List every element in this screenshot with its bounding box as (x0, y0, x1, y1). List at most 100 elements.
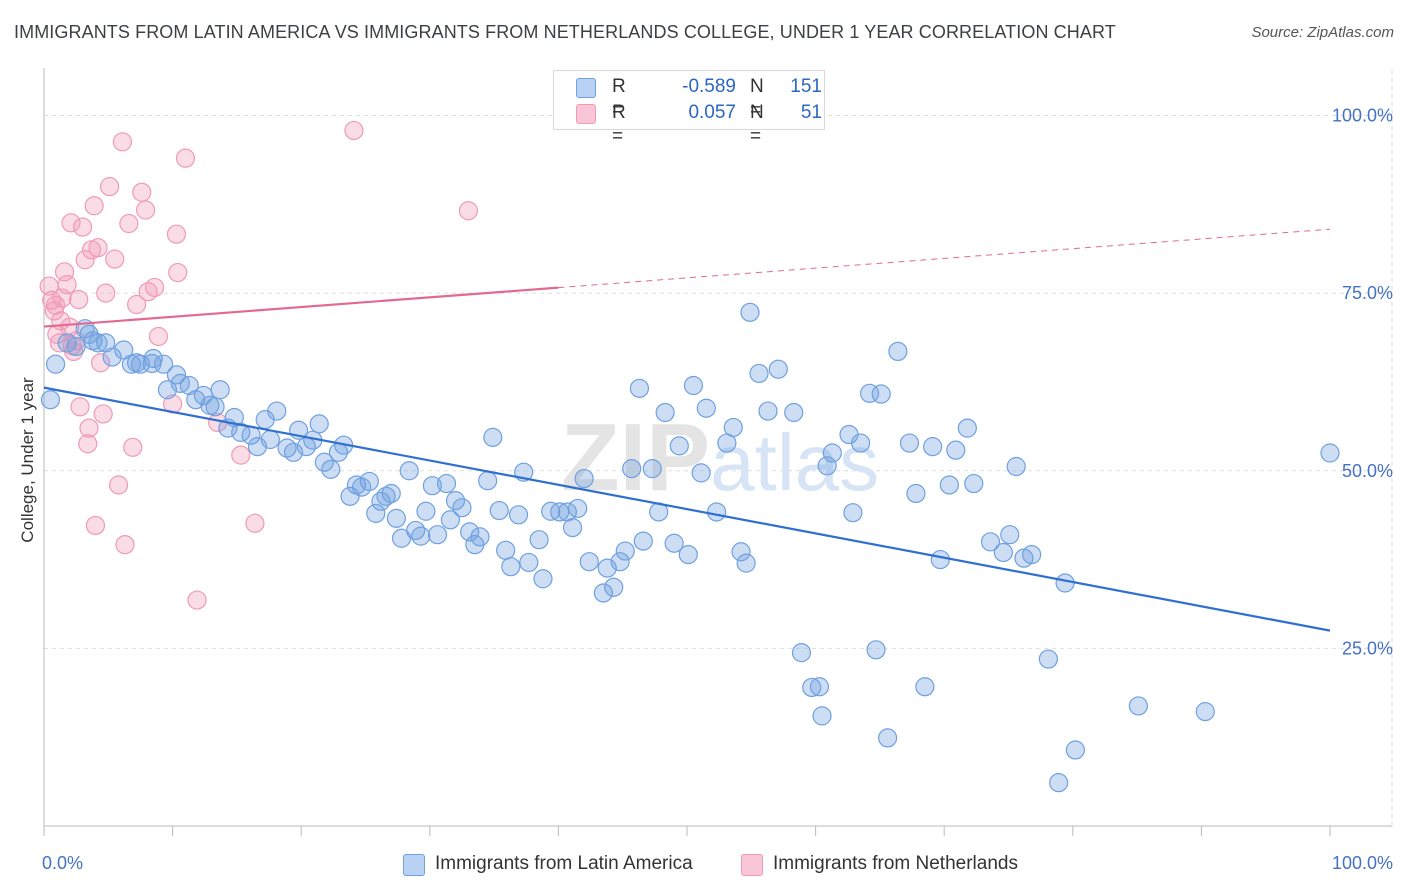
latin-america-point (205, 397, 225, 417)
netherlands-point (88, 238, 108, 258)
latin-america-point (436, 473, 457, 494)
latin-america-point (784, 402, 804, 423)
netherlands-point (78, 434, 98, 454)
netherlands-point (175, 148, 196, 168)
latin-america-point (758, 401, 778, 421)
netherlands-point (90, 353, 111, 373)
latin-america-point (102, 347, 122, 367)
latin-america-point (422, 476, 442, 496)
latin-america-point (416, 501, 436, 521)
latin-america-point (501, 557, 521, 577)
blue-trend-line (43, 386, 1331, 632)
latin-america-point (871, 384, 891, 404)
netherlands-point (168, 262, 188, 283)
netherlands-point (119, 213, 139, 234)
latin-america-point (678, 544, 698, 565)
latin-america-point (1022, 544, 1042, 565)
netherlands-point (132, 182, 152, 202)
latin-america-point (40, 390, 61, 410)
latin-america-point (615, 541, 635, 561)
netherlands-point (135, 200, 156, 220)
latin-america-point (736, 553, 756, 573)
netherlands-point (93, 404, 113, 424)
netherlands-point (231, 445, 251, 465)
latin-america-point (1000, 525, 1020, 545)
latin-america-point (723, 417, 743, 438)
latin-america-point (957, 418, 977, 438)
latin-america-point (1049, 773, 1069, 793)
latin-america-point (376, 486, 396, 506)
latin-america-point (939, 475, 959, 495)
legend-r-label: R = (612, 102, 626, 147)
latin-america-point (1006, 456, 1026, 477)
netherlands-point (57, 275, 77, 295)
latin-america-point (483, 427, 503, 447)
latin-america-point (427, 525, 448, 545)
latin-america-point (568, 498, 588, 519)
legend-swatch-blue (576, 78, 596, 98)
latin-america-point (460, 522, 480, 542)
latin-america-point (478, 471, 498, 491)
latin-america-point (440, 510, 460, 530)
latin-america-point (267, 401, 287, 421)
netherlands-point (75, 250, 95, 270)
latin-america-point (669, 436, 689, 456)
legend-r-value: 0.057 (688, 102, 736, 123)
latin-america-point (179, 375, 199, 396)
latin-america-point (1128, 696, 1148, 716)
latin-america-point (533, 569, 553, 589)
latin-america-point (809, 677, 830, 697)
latin-america-point (696, 398, 716, 418)
latin-america-point (557, 502, 578, 522)
tick-labels: 25.0% 50.0% 75.0% 100.0% 0.0% 100.0% (42, 106, 1393, 873)
latin-america-point (1320, 443, 1340, 463)
latin-america-point (309, 414, 329, 434)
latin-america-point (843, 503, 863, 523)
netherlands-point (112, 132, 133, 152)
y-axis-label: College, Under 1 year (18, 377, 37, 543)
legend-r-label: R = (612, 76, 626, 121)
legend-r-value: -0.589 (682, 76, 736, 97)
trend-lines (43, 228, 1331, 632)
netherlands-point (105, 249, 125, 269)
netherlands-point (148, 326, 169, 347)
y-tick-label: 100.0% (1332, 106, 1393, 126)
latin-america-point (489, 500, 509, 521)
latin-america-point (706, 502, 727, 522)
latin-america-point (550, 502, 570, 522)
watermark-atlas: atlas (710, 418, 879, 507)
source-label: Source: ZipAtlas.com (1251, 24, 1394, 41)
latin-america-point (529, 530, 549, 550)
pink-trend-line (43, 286, 559, 328)
latin-america-point (411, 526, 431, 546)
latin-america-point (691, 463, 711, 483)
latin-america-points (40, 302, 1340, 793)
latin-america-point (749, 363, 769, 384)
netherlands-point (70, 397, 90, 417)
bottom-legend-swatch-blue (403, 854, 425, 876)
netherlands-point (126, 294, 147, 315)
latin-america-point (946, 440, 966, 460)
latin-america-point (562, 517, 583, 538)
netherlands-point (144, 277, 165, 298)
latin-america-point (381, 483, 401, 504)
latin-america-point (906, 483, 926, 504)
latin-america-point (321, 459, 341, 479)
latin-america-point (731, 542, 751, 562)
y-tick-label: 25.0% (1342, 638, 1393, 658)
bottom-legend-label: Immigrants from Netherlands (773, 853, 1018, 874)
latin-america-point (866, 640, 886, 660)
watermark: ZIPatlas (561, 404, 879, 511)
latin-america-point (851, 433, 871, 453)
latin-america-point (964, 473, 984, 494)
legend-n-value: 151 (790, 76, 822, 97)
latin-america-point (822, 443, 842, 463)
netherlands-point (108, 475, 129, 495)
latin-america-point (923, 437, 943, 457)
legend-n-label: N = (750, 102, 764, 147)
latin-america-point (817, 456, 837, 476)
latin-america-point (88, 333, 108, 353)
y-tick-label: 75.0% (1342, 283, 1393, 303)
latin-america-point (1038, 649, 1058, 669)
